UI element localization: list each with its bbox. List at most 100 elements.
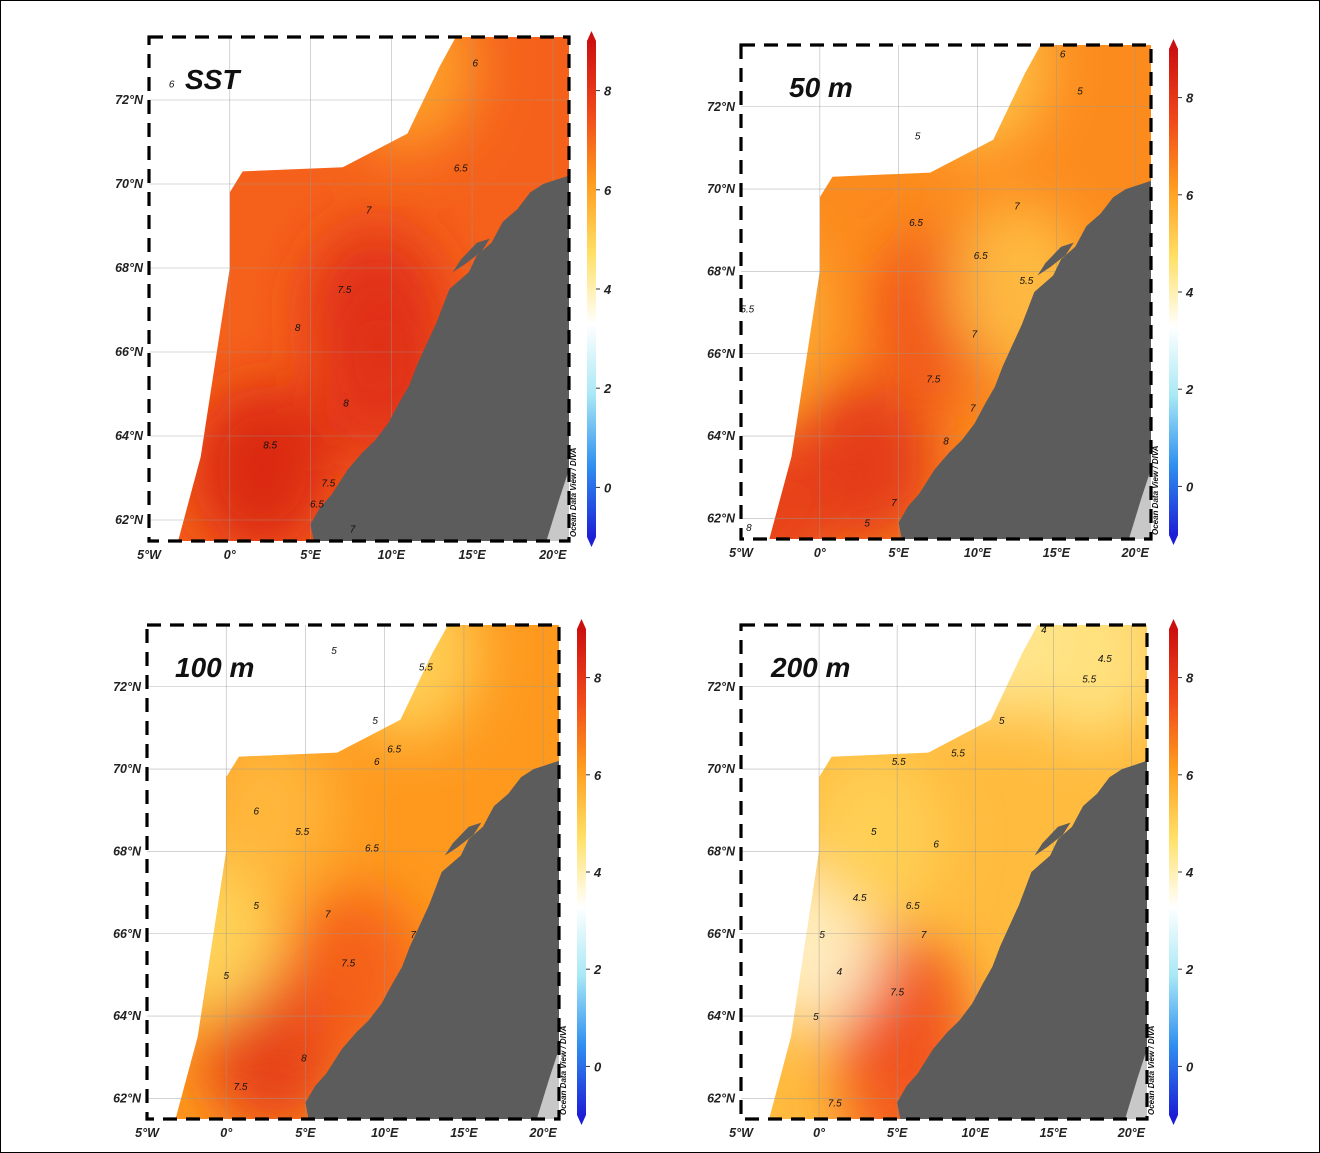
contour-label: 4 — [1041, 625, 1047, 636]
lon-tick-label: 0° — [224, 548, 237, 562]
land-lofoten — [1037, 242, 1074, 276]
colorbar-tick-label: 2 — [593, 962, 602, 977]
map-frame — [739, 43, 1153, 541]
contour-label: 5 — [999, 716, 1005, 727]
contour-label: 4.5 — [1098, 654, 1112, 665]
credit-label: Ocean Data View / DIVA — [559, 1025, 568, 1115]
lat-tick-label: 70°N — [707, 182, 736, 196]
lon-tick-label: 15°E — [1043, 546, 1071, 560]
colorbar-tick-label: 2 — [603, 381, 612, 396]
colorbar-tick-label: 6 — [1186, 768, 1194, 783]
contour-label: 6.5 — [909, 218, 923, 229]
lat-tick-label: 62°N — [707, 511, 736, 525]
axis-labels: 5°W 0° 5°E 10°E 15°E 20°E 72°N 70°N 68°N 66°N 64°N… — [113, 680, 557, 1140]
contour-label: 8 — [943, 436, 949, 447]
lat-tick-label: 72°N — [113, 680, 142, 694]
contour-label: 5.5 — [740, 305, 754, 316]
contour-label: 7.5 — [890, 988, 904, 999]
contour-label: 8 — [301, 1053, 307, 1064]
contour-label: 5.5 — [419, 662, 433, 673]
lon-tick-label: 10°E — [962, 1126, 990, 1140]
colorbar-tick-label: 0 — [1186, 1059, 1194, 1074]
contour-label: 6 — [1060, 49, 1066, 60]
colorbar-bottom-arrow — [1169, 535, 1178, 545]
lat-tick-label: 72°N — [707, 680, 736, 694]
contour-label: 6 — [169, 79, 175, 90]
colorbar-bottom-arrow — [587, 537, 596, 547]
lon-tick-label: 5°W — [729, 546, 754, 560]
contour-label: 5 — [254, 901, 260, 912]
colorbar-tick-label: 0 — [1186, 479, 1194, 494]
panel-title: 100 m — [175, 652, 254, 683]
lat-tick-label: 64°N — [115, 429, 144, 443]
contour-label: 7 — [972, 329, 978, 340]
contour-label: 6 — [473, 58, 479, 69]
contour-label: 6.5 — [310, 499, 324, 510]
colorbar: 8 6 4 2 0 — [587, 31, 612, 547]
contour-label: 8 — [295, 323, 301, 334]
lat-tick-label: 62°N — [115, 513, 144, 527]
lon-tick-label: 20°E — [1117, 1126, 1146, 1140]
panel-sst: 6 6 6.5 7 7.5 8 8 8.5 7.5 6.5 7 SST 5°W 0° 5°E 10°E 15°E… — [115, 31, 612, 562]
colorbar-top-arrow — [1169, 39, 1178, 49]
contour-label: 5 — [813, 1012, 819, 1023]
colorbar-tick-label: 0 — [604, 480, 612, 495]
panel-title: 50 m — [789, 72, 853, 103]
land-gap — [1128, 469, 1151, 539]
contour-label: 8 — [343, 399, 349, 410]
lon-tick-label: 10°E — [964, 546, 992, 560]
contour-label: 7.5 — [926, 375, 940, 386]
lon-tick-label: 5°E — [887, 1126, 908, 1140]
contour-label: 5 — [223, 971, 229, 982]
contour-label: 4 — [837, 967, 843, 978]
contour-label: 5 — [331, 646, 337, 657]
contour-label: 8 — [746, 523, 752, 534]
field-core — [338, 625, 479, 739]
map-frame — [147, 35, 571, 543]
field-core — [1022, 625, 1147, 739]
lat-tick-label: 70°N — [113, 762, 142, 776]
contour-label: 7.5 — [828, 1099, 842, 1110]
contour-label: 7 — [325, 909, 331, 920]
contour-label: 7.5 — [234, 1082, 248, 1093]
colorbar-ramp — [587, 41, 596, 537]
lon-tick-label: 0° — [220, 1126, 233, 1140]
credit-label: Ocean Data View / DIVA — [569, 447, 578, 537]
colorbar-tick-label: 4 — [593, 865, 602, 880]
lon-tick-label: 5°W — [729, 1126, 754, 1140]
contour-label: 7 — [891, 498, 897, 509]
contour-labels: 5 6 5 6.5 7 6.5 5.5 5.5 7 7.5 7 8 7 5 8 — [740, 49, 1083, 533]
contour-label: 5.5 — [951, 749, 965, 760]
contour-label: 5.5 — [892, 757, 906, 768]
lon-tick-label: 5°E — [295, 1126, 316, 1140]
contour-label: 7 — [350, 525, 356, 536]
colorbar-tick-label: 8 — [1186, 671, 1194, 686]
land-gap — [546, 469, 569, 541]
map-frame — [145, 623, 561, 1121]
colorbar: 8 6 4 2 0 — [577, 619, 602, 1125]
contour-label: 4.5 — [853, 893, 867, 904]
map-frame — [739, 623, 1149, 1121]
panel-title: SST — [185, 64, 242, 95]
land-lofoten — [1034, 822, 1071, 856]
contour-label: 5 — [1077, 86, 1083, 97]
lat-tick-label: 72°N — [707, 100, 736, 114]
contour-labels: 6 6 6.5 7 7.5 8 8 8.5 7.5 6.5 7 — [169, 58, 479, 535]
colorbar-tick-label: 4 — [1185, 865, 1194, 880]
credit-label: Ocean Data View / DIVA — [1147, 1025, 1156, 1115]
contour-label: 5 — [871, 827, 877, 838]
colorbar-bottom-arrow — [577, 1115, 586, 1125]
lat-tick-label: 68°N — [707, 264, 736, 278]
lat-tick-label: 66°N — [707, 347, 736, 361]
colorbar-tick-label: 0 — [594, 1059, 602, 1074]
lat-tick-label: 64°N — [113, 1009, 142, 1023]
land-norway — [310, 175, 569, 541]
panel-title: 200 m — [770, 652, 850, 683]
lat-tick-label: 68°N — [707, 844, 736, 858]
colorbar-top-arrow — [587, 31, 596, 41]
contour-label: 5 — [915, 132, 921, 143]
lon-tick-label: 0° — [814, 546, 827, 560]
contour-label: 7 — [970, 403, 976, 414]
lon-tick-label: 10°E — [378, 548, 406, 562]
